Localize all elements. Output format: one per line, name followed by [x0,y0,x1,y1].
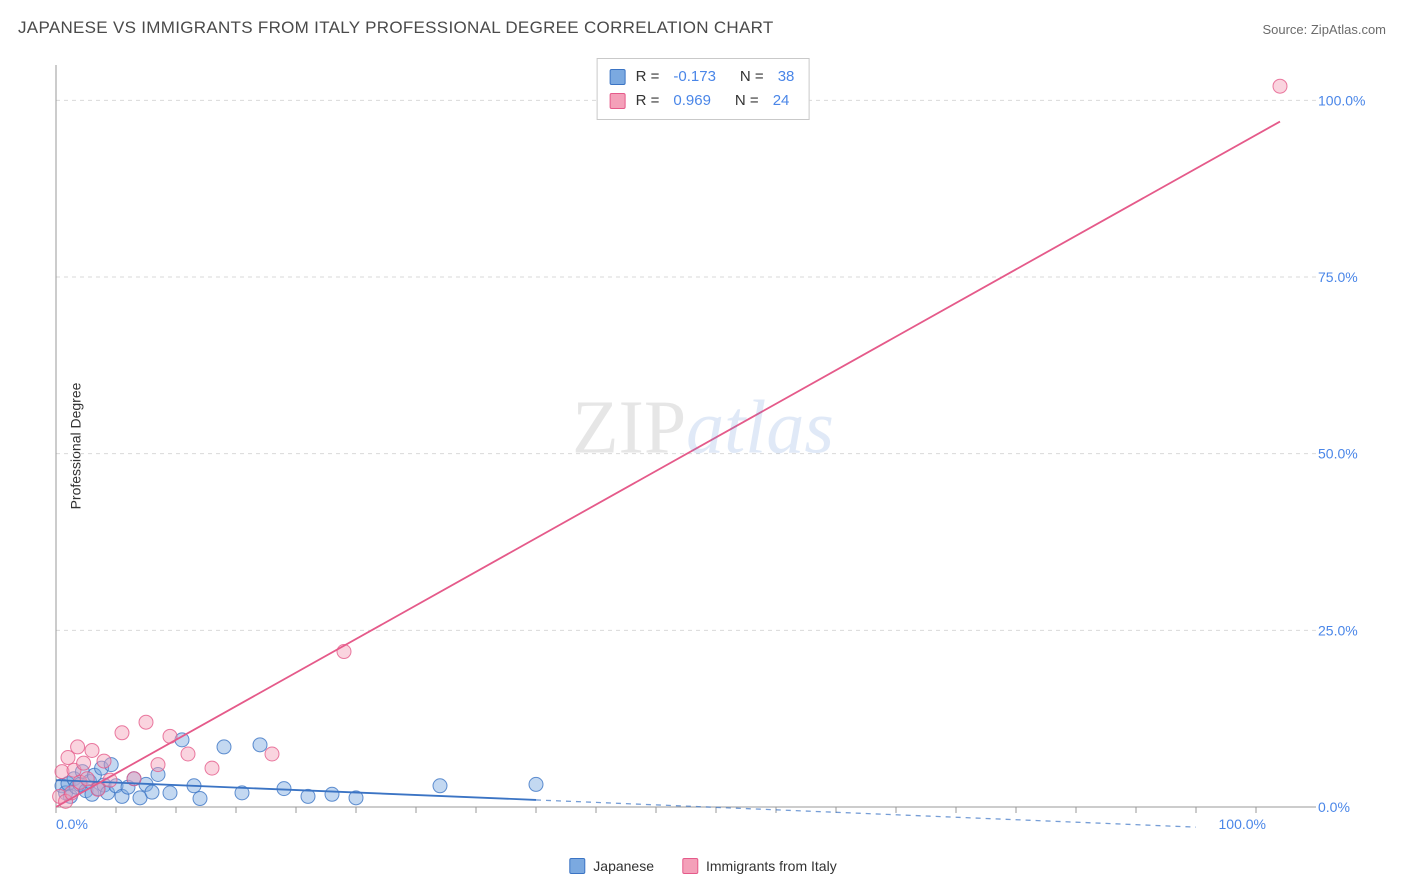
svg-text:50.0%: 50.0% [1318,446,1358,462]
legend-swatch [682,858,698,874]
svg-text:75.0%: 75.0% [1318,269,1358,285]
scatter-plot: 0.0% 25.0% 50.0% 75.0% 100.0% 0.0% 100.0% [50,55,1386,837]
legend-label: Japanese [593,858,654,874]
bottom-legend: Japanese Immigrants from Italy [569,858,836,874]
svg-text:100.0%: 100.0% [1219,816,1266,832]
source-label: Source: ZipAtlas.com [1262,22,1386,37]
stats-r-label: R = [636,65,660,89]
svg-text:25.0%: 25.0% [1318,622,1358,638]
stats-r-value: 0.969 [673,89,711,113]
legend-item: Japanese [569,858,654,874]
legend-item: Immigrants from Italy [682,858,837,874]
chart-area: 0.0% 25.0% 50.0% 75.0% 100.0% 0.0% 100.0% [50,55,1386,837]
chart-title: JAPANESE VS IMMIGRANTS FROM ITALY PROFES… [18,18,774,38]
stats-row: R = 0.969 N = 24 [610,89,797,113]
stats-legend-box: R = -0.173 N = 38 R = 0.969 N = 24 [597,58,810,120]
stats-n-label: N = [740,65,764,89]
stats-r-value: -0.173 [673,65,716,89]
stats-n-value: 24 [773,89,790,113]
legend-swatch [569,858,585,874]
svg-text:100.0%: 100.0% [1318,92,1365,108]
stats-r-label: R = [636,89,660,113]
stats-n-value: 38 [778,65,795,89]
svg-text:0.0%: 0.0% [56,816,88,832]
stats-n-label: N = [735,89,759,113]
stats-swatch [610,93,626,109]
legend-label: Immigrants from Italy [706,858,837,874]
stats-swatch [610,69,626,85]
stats-row: R = -0.173 N = 38 [610,65,797,89]
svg-text:0.0%: 0.0% [1318,799,1350,815]
